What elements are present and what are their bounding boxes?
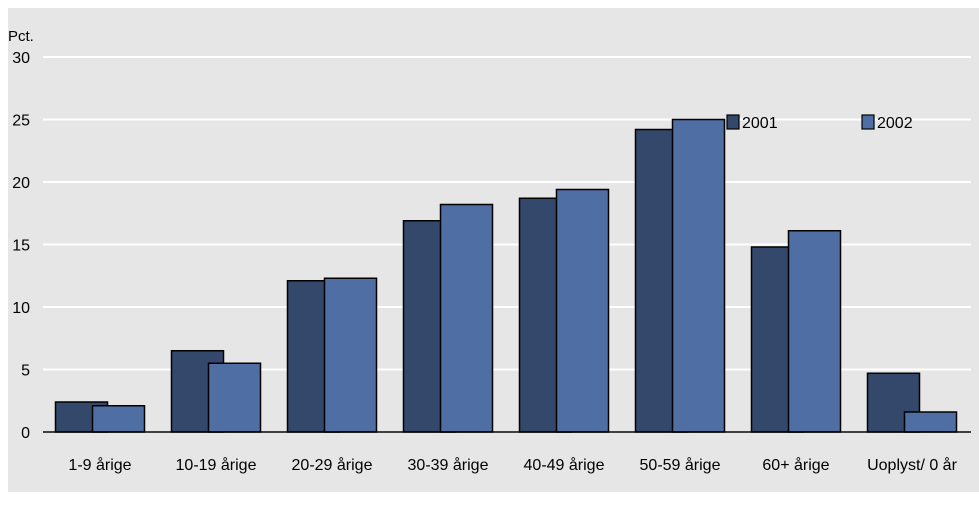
y-tick-label: 25 xyxy=(12,113,30,130)
legend-swatch-2002 xyxy=(861,114,875,130)
x-tick-label: 40-49 årige xyxy=(524,456,605,474)
y-tick-label: 30 xyxy=(12,50,30,67)
x-tick-labels: 1-9 årige 10-19 årige 20-29 årige 30-39 åri… xyxy=(68,456,957,474)
x-tick-label: 20-29 årige xyxy=(292,456,373,474)
legend-swatch-2001 xyxy=(726,114,740,130)
bar-2002-1 xyxy=(91,405,146,433)
y-axis-label: Pct. xyxy=(8,28,34,45)
x-tick-label: 60+ årige xyxy=(762,456,829,474)
y-tick-labels: 0 5 10 15 20 25 30 xyxy=(12,50,30,442)
legend-label-2001: 2001 xyxy=(742,115,778,132)
x-tick-label: Uoplyst/ 0 år xyxy=(867,456,957,474)
bar-2002-8 xyxy=(903,411,958,433)
y-tick-label: 0 xyxy=(21,425,30,442)
bar-2002-3 xyxy=(323,277,378,433)
y-tick-label: 20 xyxy=(12,175,30,192)
y-tick-label: 5 xyxy=(21,363,30,380)
bar-2002-5 xyxy=(555,188,610,433)
bar-2002-6 xyxy=(671,118,726,433)
x-tick-label: 1-9 årige xyxy=(68,456,131,474)
y-tick-label: 15 xyxy=(12,238,30,255)
bars xyxy=(43,118,971,433)
bar-2002-4 xyxy=(439,203,494,433)
legend-label-2002: 2002 xyxy=(877,115,913,132)
x-tick-label: 50-59 årige xyxy=(640,456,721,474)
y-tick-label: 10 xyxy=(12,300,30,317)
x-tick-label: 10-19 årige xyxy=(176,456,257,474)
legend: 2001 2002 xyxy=(726,114,913,132)
bar-2002-2 xyxy=(207,362,262,433)
bar-2002-7 xyxy=(787,230,842,433)
x-tick-label: 30-39 årige xyxy=(408,456,489,474)
